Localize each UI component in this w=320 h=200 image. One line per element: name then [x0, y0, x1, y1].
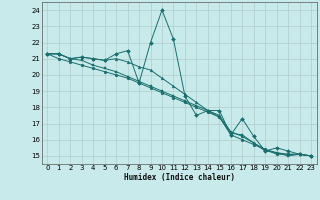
X-axis label: Humidex (Indice chaleur): Humidex (Indice chaleur) [124, 173, 235, 182]
